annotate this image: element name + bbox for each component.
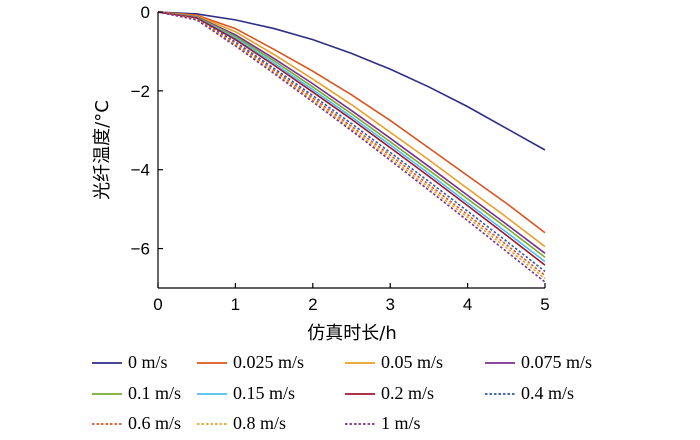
legend-label-4: 0.1 m/s <box>128 383 181 403</box>
legend-label-8: 0.6 m/s <box>128 413 181 433</box>
legend-label-6: 0.2 m/s <box>381 383 434 403</box>
y-tick-label-2: −4 <box>131 161 150 180</box>
axes: 0 1 2 3 4 5 0 −2 −4 −6 <box>131 3 550 314</box>
legend-label-2: 0.05 m/s <box>381 352 443 372</box>
legend-label-1: 0.025 m/s <box>233 352 304 372</box>
legend-label-9: 0.8 m/s <box>233 413 286 433</box>
series-line-5 <box>157 11 546 263</box>
x-tick-label-3: 3 <box>385 295 394 314</box>
series-line-0 <box>157 11 546 151</box>
x-tick-label-4: 4 <box>463 295 472 314</box>
series-line-9 <box>157 11 546 280</box>
legend-label-7: 0.4 m/s <box>521 383 574 403</box>
legend-label-3: 0.075 m/s <box>521 352 592 372</box>
series-line-1 <box>157 11 546 234</box>
x-tick-label-2: 2 <box>308 295 317 314</box>
series-line-3 <box>157 11 546 254</box>
x-tick-label-1: 1 <box>231 295 240 314</box>
y-tick-label-1: −2 <box>131 82 150 101</box>
series-layer <box>157 11 546 283</box>
legend-label-0: 0 m/s <box>128 352 168 372</box>
x-axis-label: 仿真时长/h <box>307 323 396 344</box>
x-tick-label-0: 0 <box>153 295 162 314</box>
series-line-2 <box>157 11 546 248</box>
y-tick-label-0: 0 <box>141 3 150 22</box>
series-line-4 <box>157 11 546 258</box>
series-line-6 <box>157 11 546 266</box>
series-line-7 <box>157 11 546 273</box>
series-line-10 <box>157 11 546 283</box>
legend-label-5: 0.15 m/s <box>233 383 295 403</box>
y-tick-label-3: −6 <box>131 240 150 259</box>
legend-label-10: 1 m/s <box>381 413 421 433</box>
legend: 0 m/s 0.025 m/s 0.05 m/s 0.075 m/s 0.1 m/s 0.… <box>92 352 592 433</box>
x-tick-label-5: 5 <box>540 295 549 314</box>
y-axis-label: 光纤温度/°C <box>92 100 113 200</box>
